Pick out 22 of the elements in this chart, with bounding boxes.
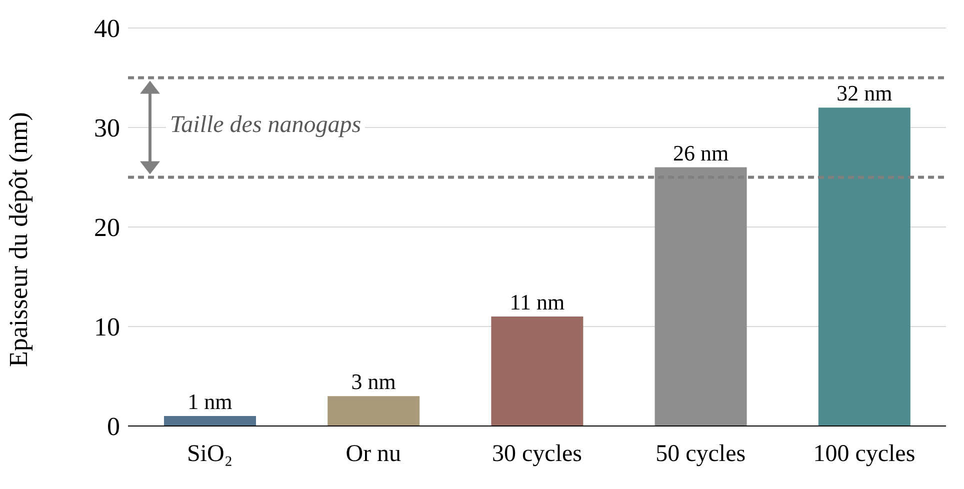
bar	[164, 416, 256, 426]
y-tick-label: 20	[94, 213, 120, 242]
y-axis-title: Epaisseur du dépôt (nm)	[4, 112, 34, 367]
data-label: 32 nm	[836, 80, 892, 106]
bar	[328, 396, 420, 426]
data-label: 11 nm	[510, 290, 565, 315]
x-tick-label: SiO₂	[186, 441, 233, 468]
bar	[491, 316, 584, 426]
x-tick-label: Or nu	[346, 441, 402, 468]
bar	[654, 167, 747, 426]
y-tick-label: 0	[107, 412, 120, 442]
x-tick-label: 100 cycles	[813, 441, 916, 468]
annotation: Taille des nanogaps	[166, 112, 366, 138]
bar	[818, 108, 910, 426]
x-tick-label: 30 cycles	[492, 441, 582, 468]
y-tick-label: 10	[94, 312, 120, 342]
data-label: 26 nm	[672, 140, 729, 166]
y-tick-label: 40	[94, 14, 120, 44]
data-label: 3 nm	[351, 369, 396, 394]
x-tick-label: 50 cycles	[656, 441, 746, 468]
y-tick-label: 30	[94, 114, 120, 143]
data-label: 1 nm	[188, 389, 232, 414]
